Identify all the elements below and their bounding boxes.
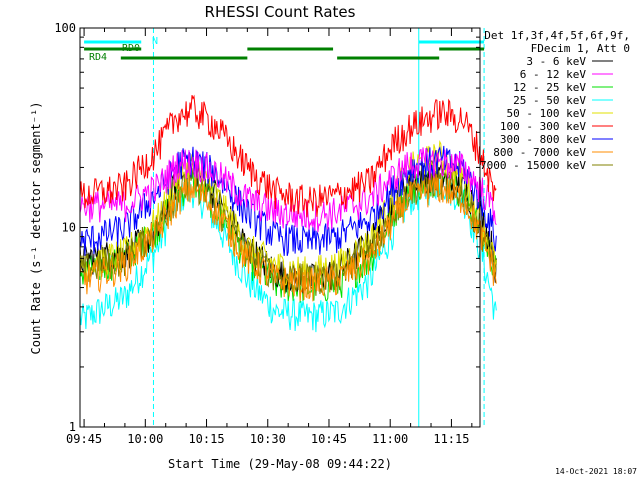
y-axis-label: Count Rate (s⁻¹ detector segment⁻¹) [29,102,43,355]
x-tick-label: 09:45 [66,432,102,446]
x-tick-label: 10:00 [127,432,163,446]
y-tick-label: 100 [54,21,76,35]
legend-label-7000-15000-kev: 7000 - 15000 keV [480,159,586,172]
legend-label-12-25-kev: 12 - 25 keV [513,81,586,94]
x-tick-label: 10:30 [250,432,286,446]
x-tick-label: 11:15 [433,432,469,446]
x-tick-label: 10:45 [311,432,347,446]
flag-label-n: N [152,36,158,47]
legend-header-line2: FDecim 1, Att 0 [531,42,630,55]
chart-title: RHESSI Count Rates [205,3,356,21]
legend-label-25-50-kev: 25 - 50 keV [513,94,586,107]
legend-label-50-100-kev: 50 - 100 keV [507,107,587,120]
legend-label-3-6-kev: 3 - 6 keV [526,55,586,68]
legend-label-100-300-kev: 100 - 300 keV [500,120,586,133]
timestamp: 14-Oct-2021 18:07 [555,467,637,476]
x-tick-label: 11:00 [372,432,408,446]
y-tick-label: 10 [62,221,76,235]
series-line-300-800-kev [79,145,497,257]
x-axis-label: Start Time (29-May-08 09:44:22) [168,457,392,471]
legend-label-6-12-kev: 6 - 12 keV [520,68,587,81]
plot-area: N RD0 RD4 [79,28,497,427]
axes: 1 10 100 09:45 10:00 10:15 10:30 10:45 11:00 11:1… [54,21,480,446]
series-line-100-300-kev [79,94,497,218]
legend-label-800-7000-kev: 800 - 7000 keV [493,146,586,159]
legend-header-line1: Det 1f,3f,4f,5f,6f,9f, [484,29,630,42]
legend-label-300-800-kev: 300 - 800 keV [500,133,586,146]
series-line-7000-15000-kev [79,167,497,296]
series-line-800-7000-kev [79,173,497,302]
x-tick-label: 10:15 [188,432,224,446]
y-tick-label: 1 [69,420,76,434]
flag-label-rd0: RD0 [122,43,140,54]
flag-label-rd4: RD4 [89,52,107,63]
series-line-6-12-kev [79,147,497,233]
